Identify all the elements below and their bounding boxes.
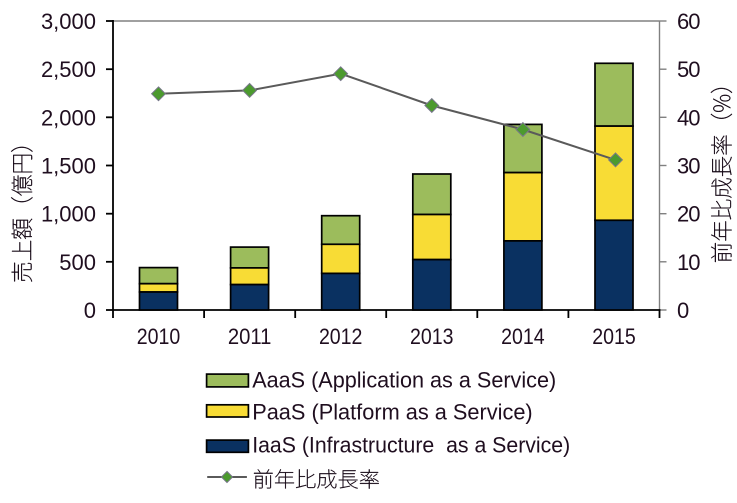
svg-text:2012: 2012 — [319, 324, 363, 349]
svg-text:1,000: 1,000 — [41, 202, 96, 227]
svg-text:0: 0 — [677, 298, 689, 323]
svg-text:2010: 2010 — [137, 324, 181, 349]
svg-text:PaaS (Platform as a Service): PaaS (Platform as a Service) — [252, 399, 533, 424]
svg-text:10: 10 — [677, 250, 700, 275]
svg-text:40: 40 — [677, 105, 700, 130]
svg-text:60: 60 — [677, 9, 700, 34]
svg-text:2014: 2014 — [501, 324, 545, 349]
svg-text:2011: 2011 — [228, 324, 272, 349]
svg-text:20: 20 — [677, 202, 700, 227]
svg-text:2013: 2013 — [410, 324, 454, 349]
svg-text:30: 30 — [677, 154, 700, 179]
svg-text:2,500: 2,500 — [41, 57, 96, 82]
svg-text:2015: 2015 — [592, 324, 636, 349]
svg-text:IaaS (Infrastructure as a Ser: IaaS (Infrastructure as a Service) — [252, 433, 570, 458]
svg-text:0: 0 — [84, 298, 96, 323]
svg-text:AaaS (Application as a Service: AaaS (Application as a Service) — [252, 368, 556, 393]
svg-text:3,000: 3,000 — [41, 9, 96, 34]
svg-text:1,500: 1,500 — [41, 154, 96, 179]
svg-text:2,000: 2,000 — [41, 105, 96, 130]
svg-text:500: 500 — [59, 250, 96, 275]
svg-text:50: 50 — [677, 57, 700, 82]
